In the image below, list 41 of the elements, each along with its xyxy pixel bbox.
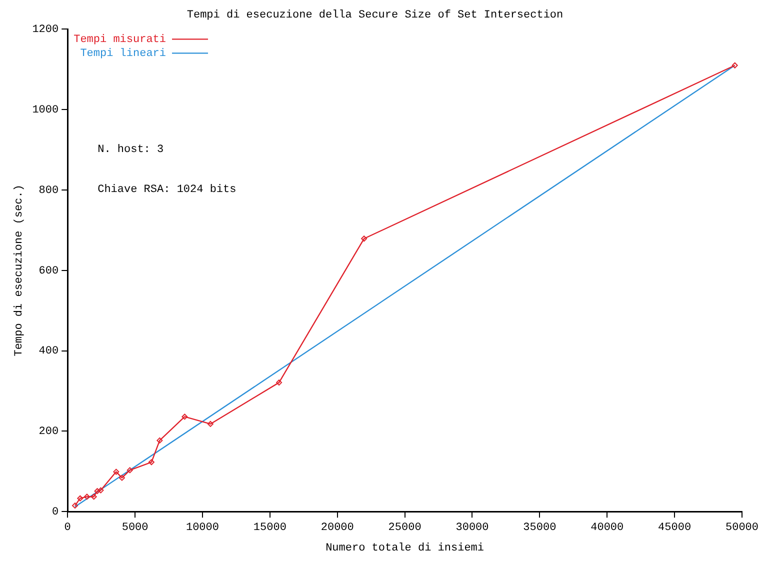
legend-label: Tempi misurati [74,34,166,46]
point [276,380,282,386]
annotation: Chiave RSA: 1024 bits [98,184,236,196]
x-tick-label: 50000 [725,522,759,534]
x-tick-label: 45000 [658,522,692,534]
x-axis-title: Numero totale di insiemi [326,542,484,554]
y-tick-label: 1000 [32,104,59,117]
y-tick-label: 600 [38,265,59,278]
y-tick-label: 400 [38,346,59,358]
x-tick-label: 25000 [388,522,422,534]
point [118,474,125,481]
x-tick-label: 15000 [253,522,286,534]
point [361,236,368,242]
x-tick-label: 20000 [320,522,354,534]
annotation: N. host: 3 [98,144,164,156]
legend-label: Tempi lineari [80,48,166,60]
point [98,487,104,494]
x-tick-label: 0 [64,522,71,534]
point [207,420,214,427]
point [90,494,97,500]
y-tick-label: 1200 [32,24,59,36]
y-tick-label: 200 [38,426,59,438]
point [148,459,154,466]
y-tick-label: 800 [38,184,59,197]
x-tick-label: 30000 [456,522,489,534]
point [72,502,78,509]
x-tick-label: 5000 [122,522,148,534]
x-tick-label: 10000 [186,522,219,534]
point [126,467,133,474]
x-tick-label: 40000 [590,522,624,534]
y-tick-label: 0 [52,506,59,519]
x-tick-label: 35000 [523,522,556,534]
chart-title: Tempi di esecuzione della Secure Size of Set Intersection [186,10,564,22]
point [77,495,84,502]
point [732,62,738,68]
point [94,488,100,494]
y-axis-title: Tempo di esecuzione (sec.) [14,184,26,356]
point [182,414,188,420]
point [156,437,163,444]
point [84,494,90,500]
point [113,468,120,475]
